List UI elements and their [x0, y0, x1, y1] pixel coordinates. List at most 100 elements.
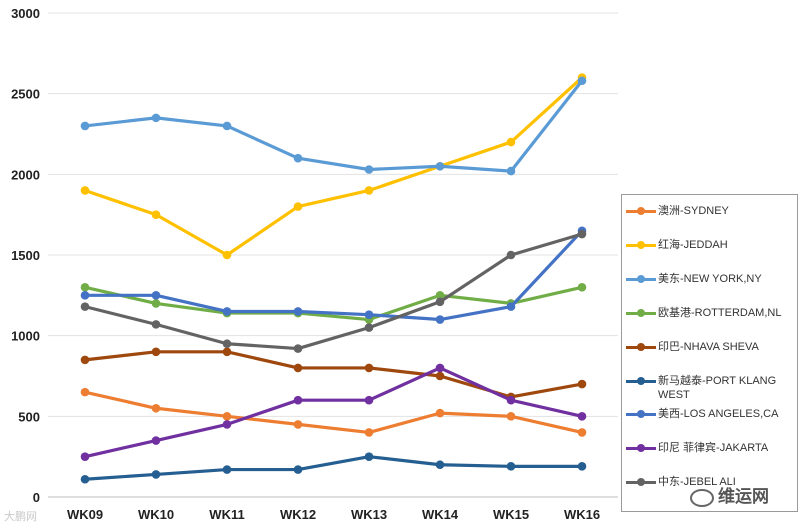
data-point	[293, 465, 303, 474]
data-point	[80, 186, 90, 195]
watermark-right: 维运网	[690, 482, 769, 507]
data-point	[222, 347, 232, 357]
data-point	[577, 229, 587, 239]
series-line	[83, 229, 584, 322]
series-2	[80, 76, 587, 176]
x-tick-label: WK11	[209, 507, 244, 522]
legend-label: 印巴-NHAVA SHEVA	[658, 341, 759, 353]
data-point	[435, 161, 445, 171]
series-line	[83, 455, 584, 481]
chat-bubble-icon	[690, 488, 714, 507]
legend-label: 美西-LOS ANGELES,CA	[658, 408, 779, 420]
y-tick-label: 1000	[11, 329, 40, 344]
series-line	[83, 350, 584, 399]
legend-swatch	[626, 306, 656, 320]
y-tick-label: 1500	[11, 248, 40, 263]
data-point	[364, 452, 374, 461]
data-point	[151, 291, 161, 300]
y-tick-label: 2000	[11, 167, 40, 182]
data-point	[506, 137, 516, 147]
data-point	[506, 250, 516, 260]
data-point	[151, 470, 161, 479]
legend-item: 美西-LOS ANGELES,CA	[626, 407, 795, 421]
series-line	[83, 390, 584, 435]
data-point	[364, 323, 374, 332]
watermark-right-text: 维运网	[718, 487, 769, 506]
series-8	[80, 229, 587, 353]
data-point	[80, 291, 90, 300]
data-point	[222, 121, 232, 131]
legend-swatch	[626, 374, 656, 388]
x-tick-label: WK16	[564, 507, 600, 522]
series-line	[83, 232, 584, 351]
data-point	[293, 153, 303, 163]
y-axis: 0 500 1000 1500 2000 2500 3000	[11, 6, 40, 505]
data-point	[151, 299, 161, 308]
data-point	[222, 339, 232, 349]
legend-swatch-dot	[637, 377, 645, 385]
legend-item: 印尼 菲律宾-JAKARTA	[626, 441, 795, 455]
series-5	[80, 452, 587, 484]
data-point	[80, 387, 90, 397]
x-tick-label: WK13	[351, 507, 387, 522]
data-point	[364, 395, 374, 405]
data-point	[293, 395, 303, 405]
x-tick-label: WK14	[422, 507, 459, 522]
data-point	[577, 76, 587, 86]
legend-swatch	[626, 407, 656, 421]
data-point	[435, 408, 445, 418]
legend-swatch-dot	[637, 275, 645, 283]
x-tick-label: WK10	[138, 507, 174, 522]
legend-swatch	[626, 204, 656, 218]
data-point	[435, 315, 445, 324]
legend-item: 新马越泰-PORT KLANG WEST	[626, 374, 795, 402]
data-point	[506, 395, 516, 405]
legend-item: 红海-JEDDAH	[626, 238, 795, 252]
legend-item: 印巴-NHAVA SHEVA	[626, 340, 795, 354]
legend-item: 美东-NEW YORK,NY	[626, 272, 795, 286]
data-point	[151, 320, 161, 329]
data-point	[80, 121, 90, 131]
legend-label: 红海-JEDDAH	[658, 239, 728, 251]
legend-swatch-dot	[637, 241, 645, 249]
chart-legend: 澳洲-SYDNEY 红海-JEDDAH 美东-NEW YORK,NY 欧基港-ROTT…	[621, 194, 798, 512]
data-point	[435, 297, 445, 307]
legend-item: 中东-JEBEL ALI	[626, 475, 795, 489]
data-point	[364, 165, 374, 174]
series-0	[80, 387, 587, 437]
legend-label: 印尼 菲律宾-JAKARTA	[658, 442, 769, 454]
series-line	[83, 285, 584, 322]
legend-swatch	[626, 238, 656, 252]
data-point	[577, 282, 587, 292]
legend-swatch	[626, 272, 656, 286]
data-point	[293, 307, 303, 316]
series-4	[80, 347, 587, 402]
watermark-left: 大鹏网	[4, 508, 37, 524]
data-point	[506, 302, 516, 311]
y-tick-label: 2500	[11, 87, 40, 102]
x-axis: WK09 WK10 WK11 WK12 WK13 WK14 WK15 WK16	[67, 507, 600, 522]
data-point	[577, 412, 587, 421]
data-point	[151, 436, 161, 445]
data-point	[293, 420, 303, 429]
legend-label: 欧基港-ROTTERDAM,NL	[658, 307, 782, 319]
legend-item: 欧基港-ROTTERDAM,NL	[626, 306, 795, 320]
legend-swatch	[626, 340, 656, 354]
data-point	[435, 363, 445, 373]
legend-label: 中东-JEBEL ALI	[658, 476, 736, 488]
legend-swatch-dot	[637, 343, 645, 351]
data-point	[151, 113, 161, 123]
data-point	[435, 460, 445, 470]
y-tick-label: 500	[18, 409, 40, 424]
watermark-left-text: 大鹏网	[4, 511, 37, 523]
data-point	[577, 462, 587, 471]
legend-label: 美东-NEW YORK,NY	[658, 273, 762, 285]
data-point	[80, 355, 90, 365]
data-point	[80, 474, 90, 484]
legend-swatch-dot	[637, 478, 645, 486]
series-line	[83, 366, 584, 459]
legend-label: 澳洲-SYDNEY	[658, 205, 729, 217]
data-point	[435, 371, 445, 381]
x-tick-label: WK15	[493, 507, 529, 522]
